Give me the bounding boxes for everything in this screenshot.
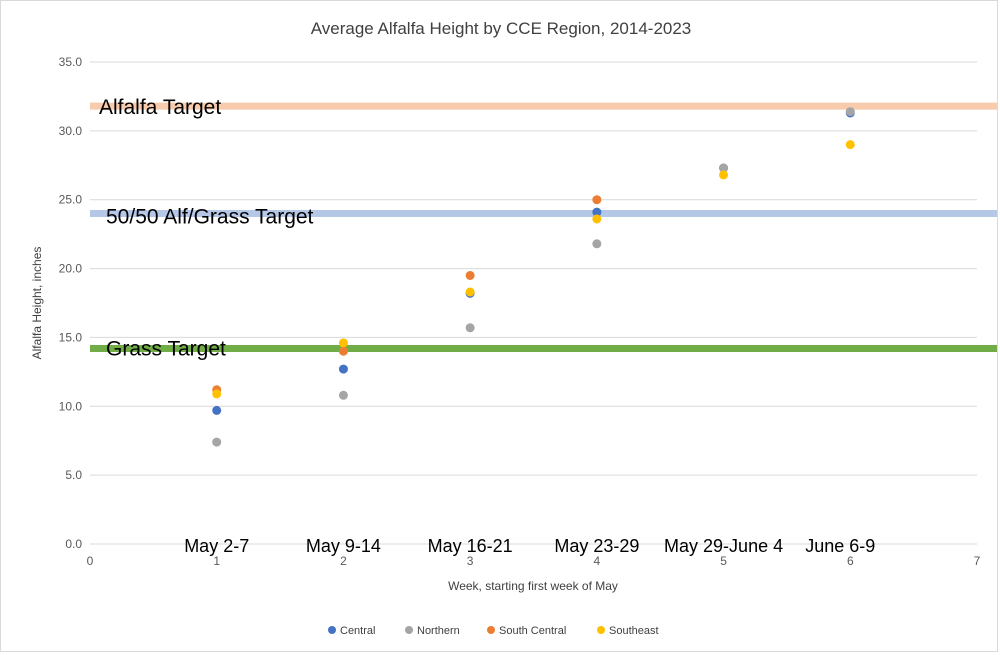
x-tick-label: 3 xyxy=(467,554,474,568)
target-label: Grass Target xyxy=(106,337,226,360)
x-tick-label: 6 xyxy=(847,554,854,568)
x-tick-label: 7 xyxy=(974,554,981,568)
y-tick-label: 20.0 xyxy=(59,262,83,276)
legend-marker xyxy=(328,626,336,634)
legend: Central Northern South Central Southeast xyxy=(328,625,659,637)
target-label: Alfalfa Target xyxy=(99,96,221,119)
x-axis-ticks: 0 1 2 3 4 5 6 7 xyxy=(87,554,981,568)
data-point xyxy=(212,437,222,447)
data-points xyxy=(212,107,855,447)
target-lines: Alfalfa Target 50/50 Alf/Grass Target Gras… xyxy=(90,96,997,360)
data-point xyxy=(845,107,855,117)
y-tick-label: 35.0 xyxy=(59,55,83,69)
y-tick-label: 15.0 xyxy=(59,330,83,344)
data-point xyxy=(338,346,348,356)
data-point xyxy=(338,338,348,348)
data-point xyxy=(212,405,222,415)
legend-label: Southeast xyxy=(609,625,659,637)
legend-label: South Central xyxy=(499,625,566,637)
gridlines xyxy=(90,61,977,545)
y-axis-title: Alfalfa Height, inches xyxy=(30,247,44,360)
week-labels: May 2-7 May 9-14 May 16-21 May 23-29 May 29-… xyxy=(184,536,875,556)
legend-marker xyxy=(487,626,495,634)
data-point xyxy=(845,140,855,150)
week-label: May 29-June 4 xyxy=(664,536,783,556)
data-point xyxy=(338,364,348,374)
y-tick-label: 10.0 xyxy=(59,399,83,413)
x-tick-label: 5 xyxy=(720,554,727,568)
x-tick-label: 4 xyxy=(594,554,601,568)
legend-marker xyxy=(405,626,413,634)
week-label: May 9-14 xyxy=(306,536,381,556)
week-label: May 16-21 xyxy=(428,536,513,556)
target-label: 50/50 Alf/Grass Target xyxy=(106,205,314,228)
data-point xyxy=(719,170,729,180)
chart-title: Average Alfalfa Height by CCE Region, 20… xyxy=(311,19,692,38)
week-label: May 23-29 xyxy=(554,536,639,556)
legend-label: Northern xyxy=(417,625,460,637)
y-tick-label: 5.0 xyxy=(65,468,82,482)
week-label: May 2-7 xyxy=(184,536,249,556)
data-point xyxy=(592,207,602,217)
legend-label: Central xyxy=(340,625,375,637)
data-point xyxy=(465,287,475,297)
y-tick-label: 25.0 xyxy=(59,193,83,207)
x-axis-title: Week, starting first week of May xyxy=(448,579,618,593)
x-tick-label: 1 xyxy=(213,554,220,568)
y-axis-ticks: 0.0 5.0 10.0 15.0 20.0 25.0 30.0 35.0 xyxy=(59,55,83,551)
week-label: June 6-9 xyxy=(805,536,875,556)
y-tick-label: 0.0 xyxy=(65,537,82,551)
x-tick-label: 0 xyxy=(87,554,94,568)
data-point xyxy=(592,195,602,205)
data-point xyxy=(592,239,602,249)
data-point xyxy=(465,270,475,280)
data-point xyxy=(719,163,729,173)
data-point xyxy=(465,323,475,333)
data-point xyxy=(338,390,348,400)
data-point xyxy=(592,214,602,224)
data-point xyxy=(212,389,222,399)
x-tick-label: 2 xyxy=(340,554,347,568)
legend-marker xyxy=(597,626,605,634)
y-tick-label: 30.0 xyxy=(59,124,83,138)
